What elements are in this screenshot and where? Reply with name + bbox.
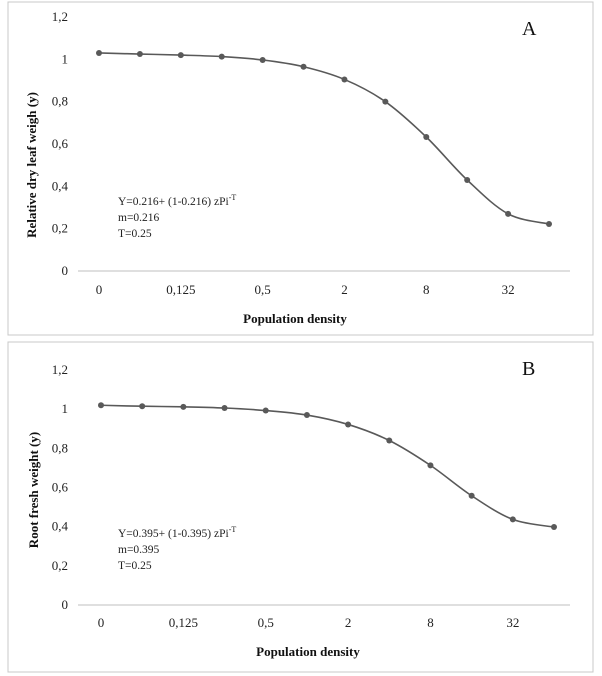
panel-a-label: A	[522, 18, 537, 40]
panel-a-x-tick-label: 0	[96, 282, 103, 297]
panel-b-data-point	[468, 492, 475, 499]
panel-a-y-tick-label: 1,2	[52, 9, 68, 24]
panel-b-y-tick-label: 0,6	[52, 480, 69, 495]
panel-a-y-tick-label: 1	[62, 51, 69, 66]
panel-b-data-point	[427, 462, 434, 469]
panel-b-y-tick-label: 0,4	[52, 519, 69, 534]
panel-a-x-tick-label: 0,125	[166, 282, 195, 297]
panel-b-data-point	[262, 407, 269, 414]
panel-b-frame	[7, 341, 594, 673]
panel-a-equation: Y=0.216+ (1-0.216) zPi-T	[118, 193, 236, 208]
panel-b-m-value: m=0.395	[118, 544, 160, 556]
panel-a-data-point	[218, 53, 225, 60]
panel-a-data-point	[259, 56, 266, 63]
panel-b-y-tick-label: 1	[62, 401, 69, 416]
panel-a-y-tick-label: 0,2	[52, 221, 68, 236]
panel-b-y-tick-label: 0,2	[52, 558, 68, 573]
panel-b-data-point	[386, 437, 393, 444]
panel-a-data-point	[300, 63, 307, 70]
panel-a-y-tick-label: 0,6	[52, 136, 69, 151]
panel-b-equation: Y=0.395+ (1-0.395) zPi-T	[118, 525, 236, 540]
panel-a-x-tick-label: 0,5	[255, 282, 271, 297]
panel-a-t-value: T=0.25	[118, 228, 152, 240]
panel-b-x-tick-label: 8	[427, 615, 434, 630]
panel-a-data-point	[546, 221, 552, 228]
panel-a-data-point	[136, 51, 143, 58]
panel-a-x-axis-title: Population density	[243, 311, 347, 326]
panel-a-data-point	[382, 98, 389, 105]
panel-a-x-tick-label: 2	[341, 282, 348, 297]
panel-b-y-axis-title: Root fresh weight (y)	[26, 432, 41, 548]
panel-b-x-tick-label: 0	[98, 615, 105, 630]
panel-a-data-point	[177, 52, 184, 59]
panel-a-x-tick-label: 32	[502, 282, 515, 297]
panel-b-data-point	[139, 403, 146, 410]
panel-b-x-tick-label: 0,5	[258, 615, 274, 630]
panel-a-y-tick-label: 0,4	[52, 178, 69, 193]
panel-b-y-tick-label: 0	[62, 597, 69, 612]
panel-b-data-point	[180, 403, 187, 410]
panel-b-series-line	[100, 404, 555, 528]
panel-b-data-point	[509, 516, 516, 523]
panel-a-series-line	[98, 52, 550, 225]
panel-a-data-point	[341, 76, 348, 83]
panel-b-x-tick-label: 0,125	[169, 615, 198, 630]
panel-a-m-value: m=0.216	[118, 212, 160, 224]
panel-a-y-axis-title: Relative dry leaf weigh (y)	[24, 92, 39, 238]
panel-a-data-point	[464, 176, 471, 183]
panel-b-data-point	[345, 421, 352, 428]
panel-a-y-tick-label: 0	[62, 263, 69, 278]
panel-a-frame	[7, 1, 594, 336]
panel-b-x-axis-title: Population density	[256, 644, 360, 659]
panel-b-x-tick-label: 32	[506, 615, 519, 630]
panel-b-y-tick-label: 1,2	[52, 362, 68, 377]
panel-b-x-tick-label: 2	[345, 615, 352, 630]
panel-b-t-value: T=0.25	[118, 560, 152, 572]
panel-b-y-tick-label: 0,8	[52, 440, 68, 455]
panel-a-data-point	[505, 210, 512, 217]
panel-b-data-point	[551, 524, 557, 531]
panel-b-data-point	[303, 412, 310, 419]
panel-b-data-point	[221, 404, 228, 411]
panel-a-data-point	[96, 49, 102, 56]
panel-b-label: B	[522, 358, 535, 380]
panel-b-data-point	[98, 402, 104, 409]
panel-a-data-point	[423, 134, 430, 141]
panel-a-x-tick-label: 8	[423, 282, 430, 297]
panel-a-y-tick-label: 0,8	[52, 94, 68, 109]
